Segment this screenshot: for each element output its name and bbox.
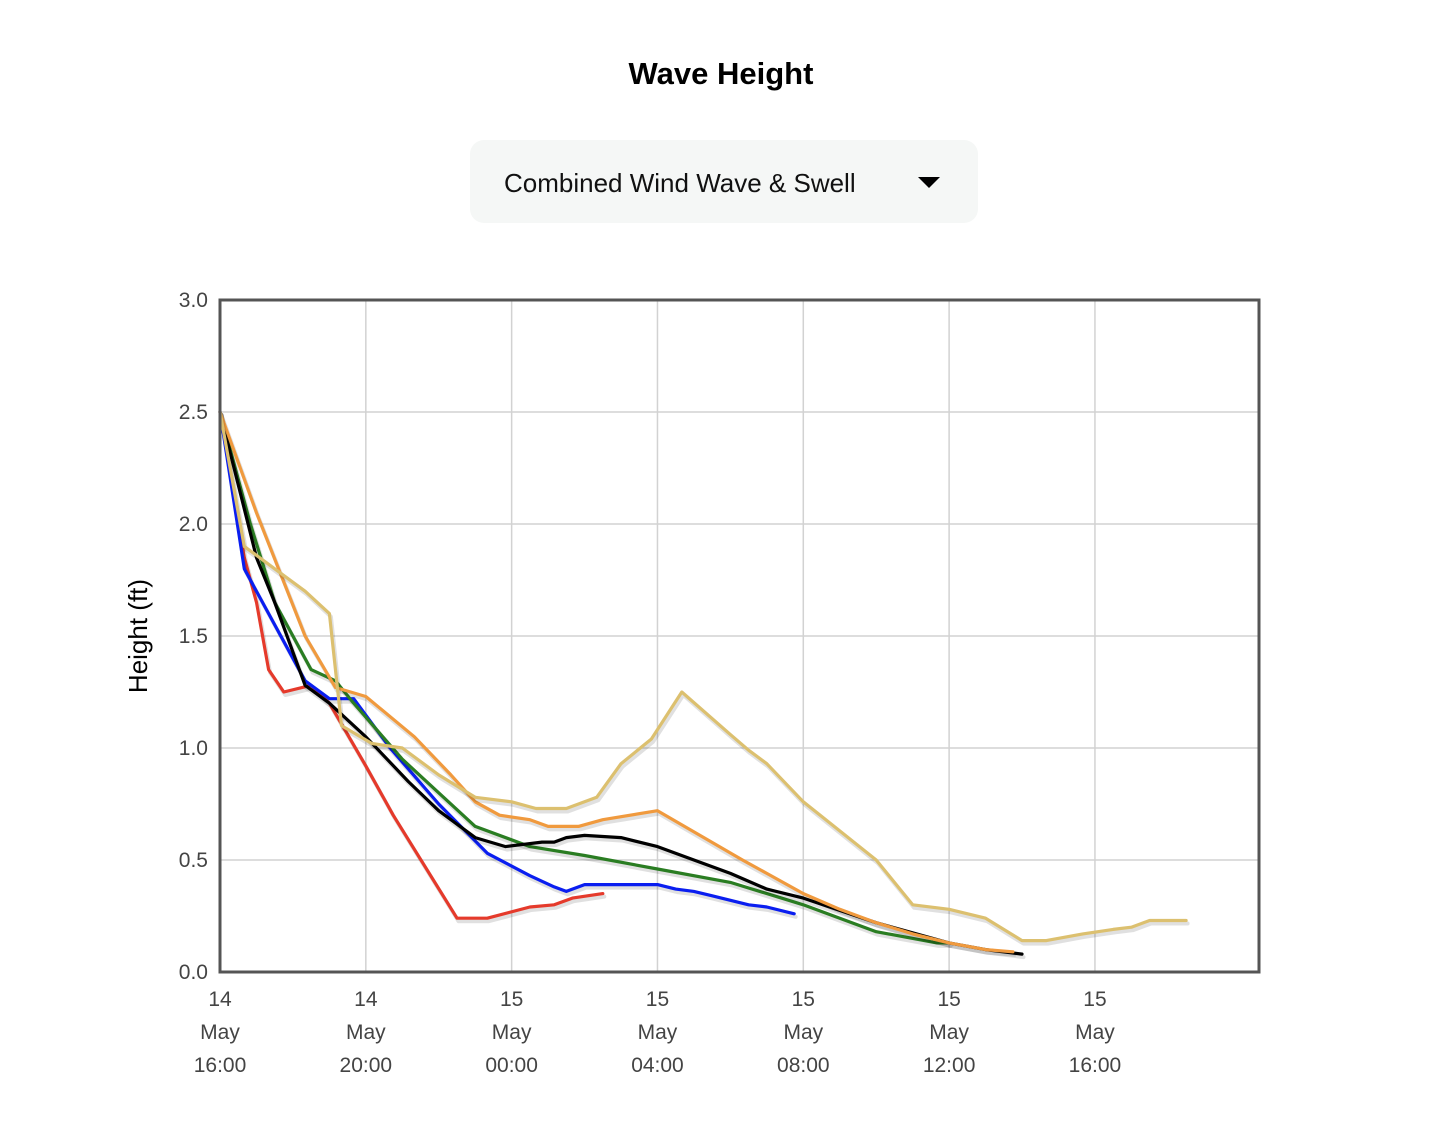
- x-tick-day: 15: [646, 988, 669, 1011]
- caret-down-icon[interactable]: [918, 177, 940, 188]
- x-tick-time: 08:00: [777, 1054, 830, 1077]
- series-line: [218, 410, 605, 920]
- y-axis-label: Height (ft): [123, 579, 153, 693]
- series-line: [218, 410, 1024, 956]
- dropdown-selected-label: Combined Wind Wave & Swell: [504, 168, 856, 198]
- series-line-shadow: [219, 413, 798, 919]
- series-line: [218, 410, 1188, 943]
- y-tick-label: 1.5: [179, 625, 208, 648]
- x-tick-time: 04:00: [631, 1054, 684, 1077]
- chart-svg: 0.0 0.5 1.0 1.5 2.0 2.5 3.0 14 May 16:00 14 May 20:0…: [123, 289, 1261, 1077]
- x-tick-month: May: [346, 1021, 386, 1044]
- x-tick-day: 14: [354, 988, 378, 1011]
- y-tick-label: 2.0: [179, 513, 208, 536]
- series-line-shadow: [219, 413, 1190, 946]
- x-tick-month: May: [200, 1021, 240, 1044]
- series-line: [218, 410, 1015, 954]
- x-tick-time: 16:00: [194, 1054, 247, 1077]
- x-tick-month: May: [1075, 1021, 1115, 1044]
- x-tick-time: 20:00: [340, 1054, 393, 1077]
- y-tick-label: 0.0: [179, 961, 208, 984]
- wave-height-chart: 0.0 0.5 1.0 1.5 2.0 2.5 3.0 14 May 16:00 14 May 20:0…: [0, 260, 1442, 1136]
- y-tick-label: 2.5: [179, 401, 208, 424]
- x-tick-day: 15: [937, 988, 960, 1011]
- wave-type-dropdown[interactable]: Combined Wind Wave & Swell: [470, 140, 978, 223]
- x-tick-day: 15: [500, 988, 523, 1011]
- x-tick-month: May: [929, 1021, 969, 1044]
- y-tick-label: 3.0: [179, 289, 208, 312]
- series-line-shadow: [219, 413, 1017, 957]
- x-tick-day: 14: [208, 988, 232, 1011]
- y-tick-label: 1.0: [179, 737, 208, 760]
- plot-frame: [218, 298, 1261, 974]
- page-title: Wave Height: [628, 56, 814, 91]
- x-tick-time: 00:00: [485, 1054, 538, 1077]
- x-tick-month: May: [492, 1021, 532, 1044]
- x-tick-month: May: [783, 1021, 823, 1044]
- series-line: [218, 410, 796, 916]
- x-tick-day: 15: [792, 988, 815, 1011]
- x-tick-time: 16:00: [1069, 1054, 1122, 1077]
- y-tick-label: 0.5: [179, 849, 208, 872]
- series-line: [218, 410, 951, 945]
- x-tick-day: 15: [1083, 988, 1106, 1011]
- series-line-shadow: [219, 413, 1026, 960]
- x-tick-time: 12:00: [923, 1054, 976, 1077]
- x-tick-month: May: [638, 1021, 678, 1044]
